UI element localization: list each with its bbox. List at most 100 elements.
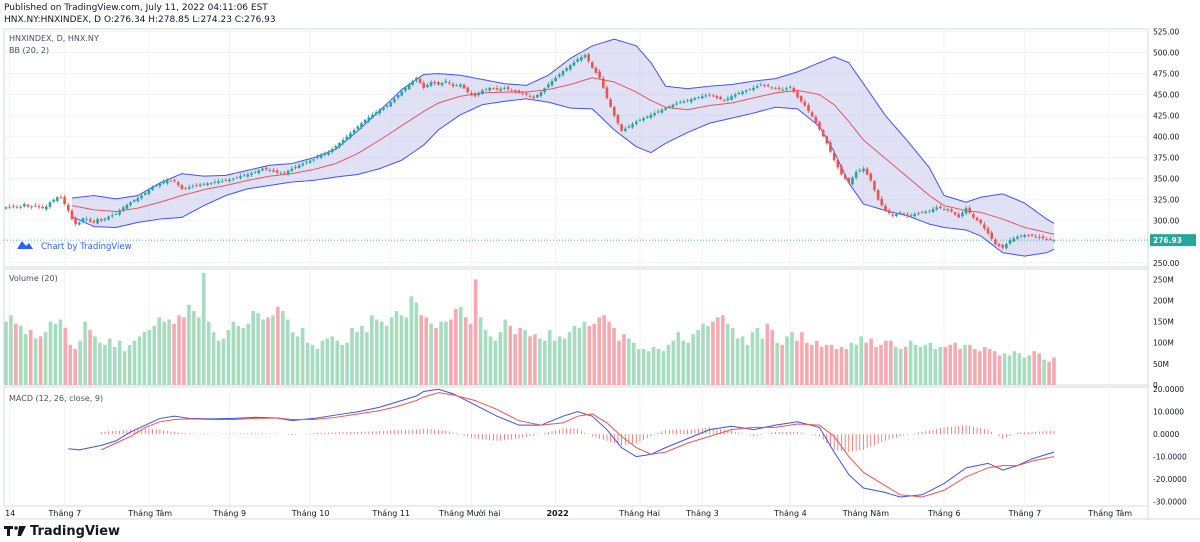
candle-body: [836, 160, 840, 168]
volume-bar: [1037, 353, 1041, 385]
candle-body: [829, 142, 832, 152]
candle-body: [114, 214, 118, 215]
candle-body: [539, 92, 543, 97]
candle-body: [173, 180, 176, 182]
candle-body: [543, 88, 546, 93]
volume-bar: [241, 327, 246, 385]
candle-body: [1005, 243, 1008, 249]
volume-bar: [1042, 359, 1046, 385]
candle-body: [437, 82, 440, 85]
volume-bar: [918, 346, 923, 385]
candle-body: [1019, 235, 1023, 237]
volume-bar: [889, 340, 893, 385]
candle-body: [26, 204, 30, 207]
volume-bar: [48, 321, 53, 385]
candle-body: [744, 90, 748, 92]
candle-body: [840, 166, 843, 175]
candle-body: [766, 84, 770, 87]
candle-body: [785, 88, 788, 90]
candle-body: [580, 57, 583, 61]
volume-bar: [384, 325, 389, 385]
volume-bar: [829, 344, 834, 385]
candle-body: [689, 99, 693, 102]
volume-bar: [809, 344, 814, 385]
volume-bar: [676, 332, 681, 385]
candle-body: [711, 95, 715, 97]
candle-body: [620, 124, 623, 131]
candle-body: [503, 87, 506, 89]
volume-bar: [389, 317, 394, 385]
volume-bar: [281, 311, 285, 385]
candle-body: [748, 89, 752, 90]
volume-bar: [63, 327, 68, 385]
volume-bar: [211, 332, 216, 385]
volume-bar: [325, 338, 330, 385]
candle-body: [975, 217, 979, 221]
candle-body: [367, 117, 371, 122]
candle-body: [371, 114, 374, 118]
volume-bar: [770, 330, 775, 385]
volume-bar: [547, 330, 552, 385]
volume-bar: [365, 332, 369, 385]
price-tick-label: 250.00: [1153, 259, 1179, 268]
candle-body: [330, 148, 334, 153]
volume-bar: [424, 317, 428, 385]
candle-body: [382, 107, 385, 110]
candle-body: [352, 129, 356, 134]
candle-body: [525, 93, 528, 95]
volume-bar: [735, 338, 740, 385]
volume-bar: [231, 321, 236, 385]
candle-body: [803, 101, 807, 106]
ohlc-readout: HNX.NY:HNXINDEX, D O:276.34 H:278.85 L:2…: [4, 15, 276, 25]
volume-bar: [434, 327, 438, 385]
candle-body: [66, 204, 70, 211]
candle-body: [316, 157, 319, 159]
candle-body: [180, 185, 184, 189]
volume-bar: [602, 315, 606, 385]
candle-body: [667, 106, 671, 108]
volume-bar: [137, 336, 142, 385]
volume-bar: [38, 336, 43, 385]
candle-body: [92, 220, 96, 223]
volume-bar: [612, 327, 616, 385]
candle-body: [143, 192, 147, 195]
candle-body: [664, 108, 667, 110]
volume-bar: [162, 321, 166, 385]
candle-body: [942, 208, 946, 210]
candle-body: [158, 183, 162, 187]
candle-body: [612, 107, 616, 116]
volume-bar: [814, 340, 819, 385]
volume-bar: [14, 323, 18, 385]
candle-body: [1012, 238, 1015, 242]
volume-bar: [824, 344, 829, 385]
price-tick-label: 350.00: [1153, 175, 1179, 184]
candle-body: [821, 130, 825, 137]
volume-bar: [414, 302, 419, 385]
trading-chart[interactable]: 525.00 500.00 475.00 450.00 425.00 400.00 375.…: [0, 0, 1200, 520]
volume-bar: [216, 340, 221, 385]
macd-tick-label: -30.0000: [1153, 498, 1187, 507]
volume-bar: [854, 344, 859, 385]
volume-bar: [295, 336, 300, 385]
tradingview-logo[interactable]: TradingView: [4, 522, 120, 540]
candle-body: [341, 140, 345, 144]
candle-body: [37, 206, 41, 208]
price-layer: 525.00 500.00 475.00 450.00 425.00 400.00 375.…: [4, 28, 1196, 506]
candle-body: [220, 180, 224, 182]
candle-body: [569, 65, 572, 70]
candle-body: [649, 114, 653, 118]
candle-body: [272, 170, 275, 172]
candle-body: [41, 206, 44, 209]
volume-bar: [88, 330, 92, 385]
candle-body: [704, 95, 708, 97]
price-tick-label: 525.00: [1153, 28, 1179, 37]
volume-bar: [300, 327, 305, 385]
volume-bar: [701, 323, 705, 385]
candle-body: [722, 99, 726, 101]
volume-bar: [987, 349, 992, 385]
volume-bar: [582, 321, 587, 385]
candle-body: [308, 160, 312, 163]
volume-bar: [849, 342, 854, 385]
candle-body: [587, 54, 590, 62]
volume-bar: [760, 338, 765, 385]
